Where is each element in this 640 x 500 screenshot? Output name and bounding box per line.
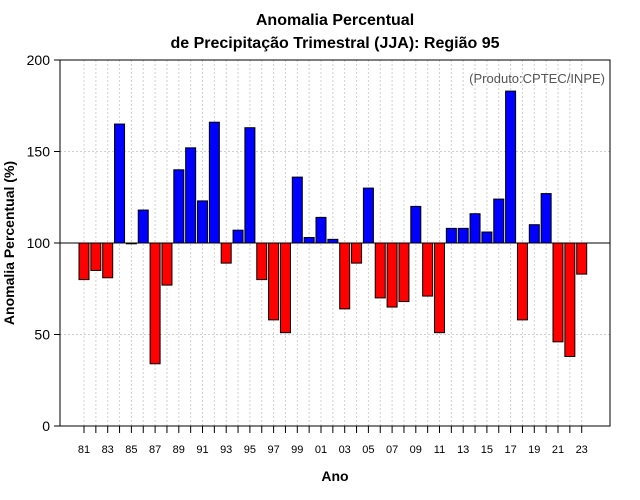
bar-96 bbox=[256, 242, 268, 281]
bar-06 bbox=[374, 242, 386, 299]
source-label: (Produto:CPTEC/INPE) bbox=[469, 71, 605, 86]
bar-14 bbox=[469, 213, 481, 244]
bars bbox=[78, 90, 588, 365]
bar-88 bbox=[161, 242, 173, 286]
bar-20 bbox=[540, 193, 552, 244]
y-tick-label: 200 bbox=[27, 52, 51, 68]
x-tick-label: 07 bbox=[386, 444, 398, 456]
bar-97 bbox=[268, 242, 280, 321]
bar-17 bbox=[505, 90, 517, 244]
bar-15 bbox=[481, 231, 493, 244]
x-tick-label: 87 bbox=[149, 444, 161, 456]
bar-23 bbox=[576, 242, 588, 275]
bar-07 bbox=[386, 242, 398, 308]
chart-title-line1: Anomalia Percentual bbox=[256, 12, 414, 29]
x-tick-label: 03 bbox=[339, 444, 351, 456]
y-axis-label: Anomalia Percentual (%) bbox=[1, 161, 17, 325]
x-tick-label: 85 bbox=[125, 444, 137, 456]
bar-19 bbox=[528, 224, 540, 244]
y-tick-label: 100 bbox=[27, 235, 51, 251]
x-tick-label: 89 bbox=[173, 444, 185, 456]
x-tick-label: 15 bbox=[481, 444, 493, 456]
bar-87 bbox=[149, 242, 161, 365]
bar-11 bbox=[434, 242, 445, 334]
x-tick-label: 09 bbox=[410, 444, 422, 456]
y-tick-label: 50 bbox=[34, 327, 50, 343]
bar-98 bbox=[279, 242, 291, 334]
x-tick-label: 17 bbox=[504, 444, 516, 456]
x-tick-label: 99 bbox=[291, 444, 303, 456]
bar-91 bbox=[197, 200, 208, 244]
bar-21 bbox=[552, 242, 564, 343]
x-tick-label: 01 bbox=[315, 444, 327, 456]
x-axis-label: Ano bbox=[321, 468, 348, 484]
bar-16 bbox=[493, 198, 505, 244]
grid bbox=[60, 59, 610, 427]
bar-92 bbox=[208, 121, 220, 244]
bar-83 bbox=[102, 242, 114, 279]
bar-18 bbox=[516, 242, 528, 321]
bar-90 bbox=[185, 147, 197, 244]
y-tick-label: 0 bbox=[42, 418, 50, 434]
x-tick-label: 11 bbox=[434, 444, 445, 456]
bar-08 bbox=[398, 242, 410, 303]
bar-01 bbox=[315, 216, 327, 244]
bar-22 bbox=[564, 242, 576, 357]
bar-95 bbox=[244, 127, 256, 244]
bar-89 bbox=[173, 169, 185, 244]
x-tick-label: 97 bbox=[267, 444, 279, 456]
bar-13 bbox=[457, 227, 469, 244]
bar-81 bbox=[78, 242, 90, 281]
x-tick-label: 13 bbox=[457, 444, 469, 456]
bar-99 bbox=[291, 176, 303, 244]
bar-04 bbox=[351, 242, 363, 264]
x-tick-label: 83 bbox=[102, 444, 114, 456]
x-tick-label: 91 bbox=[196, 444, 208, 456]
bar-84 bbox=[114, 123, 126, 244]
bar-12 bbox=[445, 227, 457, 244]
bar-82 bbox=[90, 242, 102, 271]
x-tick-label: 23 bbox=[576, 444, 588, 456]
x-tick-label: 93 bbox=[220, 444, 232, 456]
y-axis: 0 50 100 150 200 bbox=[27, 52, 60, 434]
y-tick-label: 150 bbox=[27, 144, 51, 160]
x-tick-label: 21 bbox=[552, 444, 564, 456]
bar-86 bbox=[137, 209, 149, 244]
x-tick-label: 19 bbox=[528, 444, 540, 456]
x-tick-label: 95 bbox=[244, 444, 256, 456]
bar-93 bbox=[220, 242, 232, 264]
x-axis: 81 83 85 87 89 91 93 95 97 99 01 03 05 07 09 11 13 15 17 19… bbox=[78, 426, 588, 456]
bar-09 bbox=[410, 205, 422, 244]
bar-10 bbox=[422, 242, 434, 297]
bar-03 bbox=[339, 242, 351, 310]
bar-05 bbox=[362, 187, 374, 244]
bar-02 bbox=[327, 238, 339, 244]
bar-00 bbox=[303, 237, 315, 244]
chart-title-line2: de Precipitação Trimestral (JJA): Região… bbox=[170, 35, 499, 52]
x-tick-label: 81 bbox=[78, 444, 90, 456]
x-tick-label: 05 bbox=[362, 444, 374, 456]
bar-94 bbox=[232, 229, 244, 244]
